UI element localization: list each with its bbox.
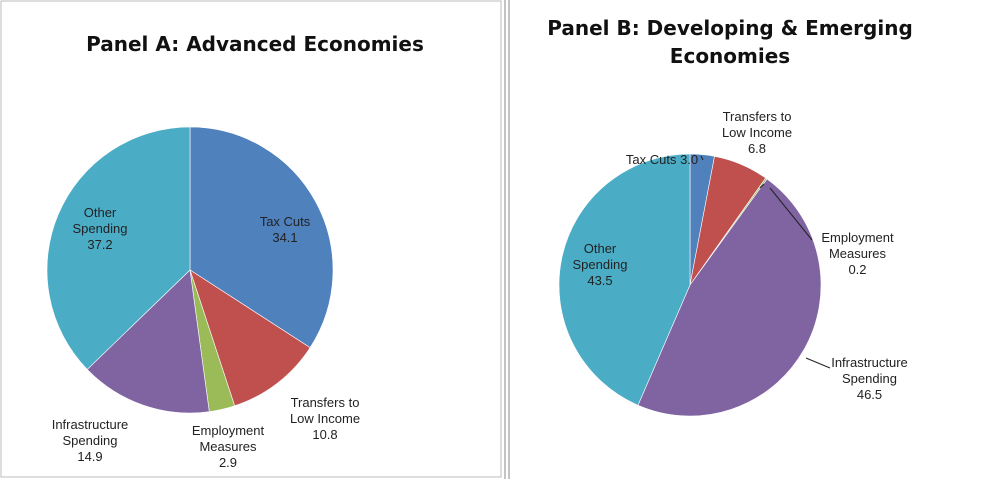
pie-slice [637,178,822,417]
pie-slice [189,126,334,349]
category-label: Other Spending [572,241,628,272]
chart-title: Panel B: Developing & Emerging Economies [547,16,913,68]
category-label: Transfers to Low Income [289,395,361,426]
category-label: Employment Measures [821,230,894,261]
value-label: 34.1 [272,230,298,245]
value-label: 2.9 [218,455,238,470]
slice-label: Infrastructure Spending 14.9 [40,417,140,465]
slice-label: Transfers to Low Income 6.8 [712,109,802,157]
slice-label: Employment Measures 0.2 [810,230,905,278]
category-label: Other Spending [72,205,128,236]
pie-slice [46,126,191,370]
leader-line [700,155,704,161]
value-label: 3.0 [680,152,699,167]
category-label: Employment Measures [191,423,265,454]
slice-label: Other Spending 37.2 [55,205,145,253]
slice-label: Other Spending 43.5 [560,241,640,289]
slice-label: Transfers to Low Income 10.8 [280,395,370,443]
leader-line [769,187,813,241]
pie-slice [558,153,691,406]
slice-label: Tax Cuts 3.0 [612,152,712,168]
value-label: 37.2 [87,237,113,252]
panel-border [0,0,502,478]
category-label: Tax Cuts [259,214,311,229]
value-label: 10.8 [312,427,338,442]
leader-line [805,357,831,369]
leader-line [759,183,765,189]
chart-title: Panel A: Advanced Economies [86,32,424,56]
value-label: 0.2 [848,262,867,277]
category-label: Tax Cuts [625,152,677,167]
pie-slice [86,269,210,414]
value-label: 14.9 [77,449,103,464]
category-label: Infrastructure Spending [51,417,129,448]
category-label: Transfers to Low Income [721,109,793,140]
slice-label: Tax Cuts 34.1 [250,214,320,246]
value-label: 46.5 [856,387,883,402]
value-label: 6.8 [747,141,767,156]
slice-label: Employment Measures 2.9 [178,423,278,471]
category-label: Infrastructure Spending [831,355,908,386]
pie-slice [189,269,311,407]
value-label: 43.5 [587,273,613,288]
slice-label: Infrastructure Spending 46.5 [822,355,917,403]
